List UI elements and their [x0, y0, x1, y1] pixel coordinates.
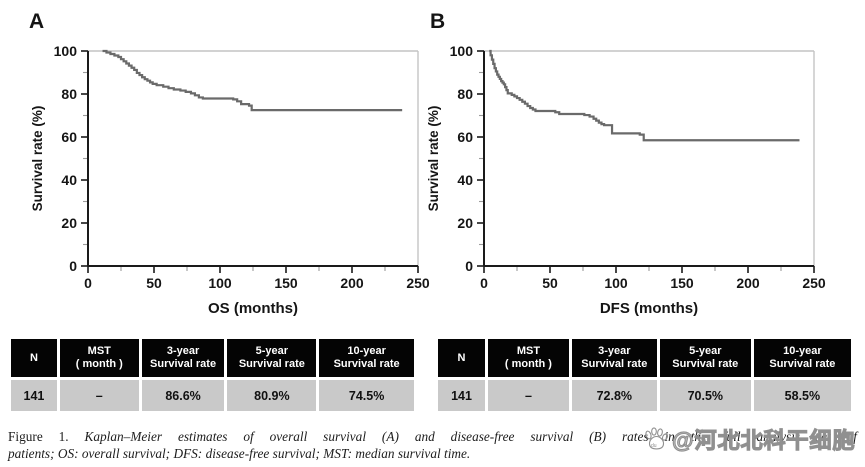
x-tick-label: 250	[406, 275, 430, 291]
y-tick-label: 80	[457, 86, 473, 102]
svg-text:du: du	[651, 443, 657, 449]
plot-frame	[88, 50, 419, 266]
minor-ticks	[83, 71, 386, 271]
x-axis-ticks: 0 50 100 150 200 250	[480, 266, 826, 291]
dfs-survival-chart: 0 50 100 150 200 250 0 20 40 60 80 100 DFS (months)…	[426, 43, 826, 317]
plot-frame	[484, 50, 815, 266]
y-tick-label: 40	[457, 172, 473, 188]
panel-a-label: A	[29, 10, 45, 33]
y-axis-title: Survival rate (%)	[426, 106, 441, 212]
y-tick-label: 100	[450, 43, 474, 59]
y-tick-label: 40	[61, 172, 77, 188]
x-axis-ticks: 0 50 100 150 200 250	[84, 266, 430, 291]
table-cell: 72.8%	[571, 380, 657, 411]
y-axis-ticks: 0 20 40 60 80 100	[450, 43, 484, 274]
table-cell: 86.6%	[141, 380, 225, 411]
x-tick-label: 200	[340, 275, 364, 291]
table-cell: 141	[438, 380, 486, 411]
os-survival-chart: 0 50 100 150 200 250 0 20 40 60 80 100 OS (months) S…	[30, 43, 430, 317]
y-tick-label: 0	[69, 258, 77, 274]
table-cell: –	[488, 380, 569, 411]
axes	[483, 51, 814, 267]
km-curve	[489, 49, 800, 142]
x-tick-label: 250	[802, 275, 826, 291]
x-axis-title: DFS (months)	[600, 300, 698, 317]
x-tick-label: 50	[146, 275, 162, 291]
caption-line-2: patients; OS: overall survival; DFS: dis…	[8, 446, 857, 463]
x-tick-label: 150	[274, 275, 298, 291]
panel-b-label: B	[430, 10, 446, 33]
y-tick-label: 60	[457, 129, 473, 145]
km-curve	[102, 49, 403, 112]
table-cell: 70.5%	[659, 380, 751, 411]
axes	[87, 51, 418, 267]
table-header-cell: MST( month )	[488, 339, 569, 377]
table-header-cell: N	[11, 339, 57, 377]
y-tick-label: 80	[61, 86, 77, 102]
table-cell: 80.9%	[227, 380, 317, 411]
y-axis-title: Survival rate (%)	[30, 106, 45, 212]
baidu-paw-icon: du	[645, 427, 669, 450]
y-tick-label: 0	[465, 258, 473, 274]
x-axis-title: OS (months)	[208, 300, 298, 317]
table-header-cell: 10-year Survival rate	[319, 339, 414, 377]
table-header-cell: N	[438, 339, 486, 377]
x-tick-label: 100	[208, 275, 232, 291]
x-tick-label: 0	[84, 275, 92, 291]
x-tick-label: 0	[480, 275, 488, 291]
os-summary-table: N MST( month ) 3-year Survival rate 5-year Su…	[11, 339, 414, 411]
table-header-cell: 3-year Survival rate	[141, 339, 225, 377]
caption-figure-number: Figure 1.	[8, 429, 69, 444]
table-cell: 74.5%	[319, 380, 414, 411]
y-tick-label: 20	[457, 215, 473, 231]
watermark: du @河北北科干细胞	[642, 423, 855, 455]
table-header-cell: 3-year Survival rate	[571, 339, 657, 377]
table-header-cell: 5-year Survival rate	[659, 339, 751, 377]
table-cell: 58.5%	[753, 380, 851, 411]
dfs-summary-table: N MST( month ) 3-year Survival rate 5-year Su…	[438, 339, 851, 411]
x-tick-label: 200	[736, 275, 760, 291]
table-header-cell: 10-year Survival rate	[753, 339, 851, 377]
x-tick-label: 50	[542, 275, 558, 291]
y-axis-ticks: 0 20 40 60 80 100	[54, 43, 88, 274]
table-cell: –	[59, 380, 139, 411]
caption-text-2: patients; OS: overall survival; DFS: dis…	[8, 445, 471, 461]
table-cell: 141	[11, 380, 57, 411]
y-tick-label: 60	[61, 129, 77, 145]
x-tick-label: 100	[604, 275, 628, 291]
y-tick-label: 20	[61, 215, 77, 231]
y-tick-label: 100	[54, 43, 78, 59]
table-header-cell: MST( month )	[59, 339, 139, 377]
watermark-text: @河北北科干细胞	[671, 427, 856, 453]
x-tick-label: 150	[670, 275, 694, 291]
table-header-cell: 5-year Survival rate	[227, 339, 317, 377]
